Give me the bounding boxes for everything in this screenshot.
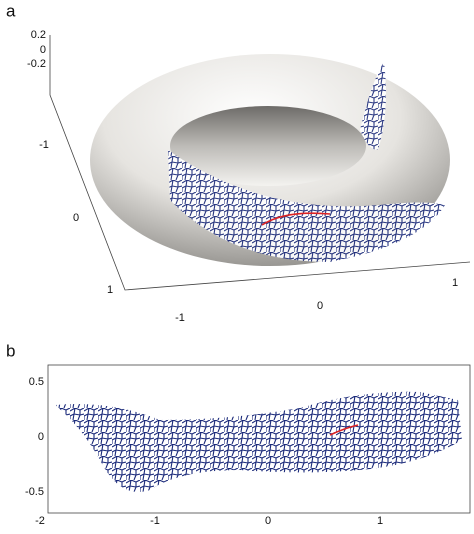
x-tick-label: 0 — [265, 515, 271, 527]
y-tick-label: 0 — [73, 212, 79, 224]
figure: a 0.2 0 -0.2 -1 0 1 -1 0 1 b 0.5 0 -0.5 … — [0, 0, 474, 529]
x-tick-label: 1 — [452, 277, 458, 289]
x-tick-label: -1 — [175, 312, 185, 324]
z-tick-label: -0.2 — [27, 58, 46, 70]
y-tick-label: -0.5 — [25, 486, 44, 498]
x-tick-label: 0 — [317, 300, 323, 312]
z-tick-label: 0.2 — [31, 29, 46, 41]
y-tick-label: 1 — [107, 284, 113, 296]
x-tick-label: -1 — [150, 515, 160, 527]
y-tick-label: -1 — [39, 139, 49, 151]
panel-label: a — [6, 1, 16, 20]
x-tick-label: 1 — [377, 515, 383, 527]
y-tick-label: 0.5 — [29, 376, 44, 388]
y-tick-label: 0 — [38, 431, 44, 443]
panel-b: b 0.5 0 -0.5 -2 -1 0 1 — [6, 341, 470, 526]
z-tick-label: 0 — [40, 44, 46, 56]
panel-label: b — [6, 341, 15, 360]
mesh-surface — [55, 392, 462, 492]
x-tick-label: -2 — [35, 515, 45, 527]
panel-a: a 0.2 0 -0.2 -1 0 1 -1 0 1 — [6, 1, 470, 323]
